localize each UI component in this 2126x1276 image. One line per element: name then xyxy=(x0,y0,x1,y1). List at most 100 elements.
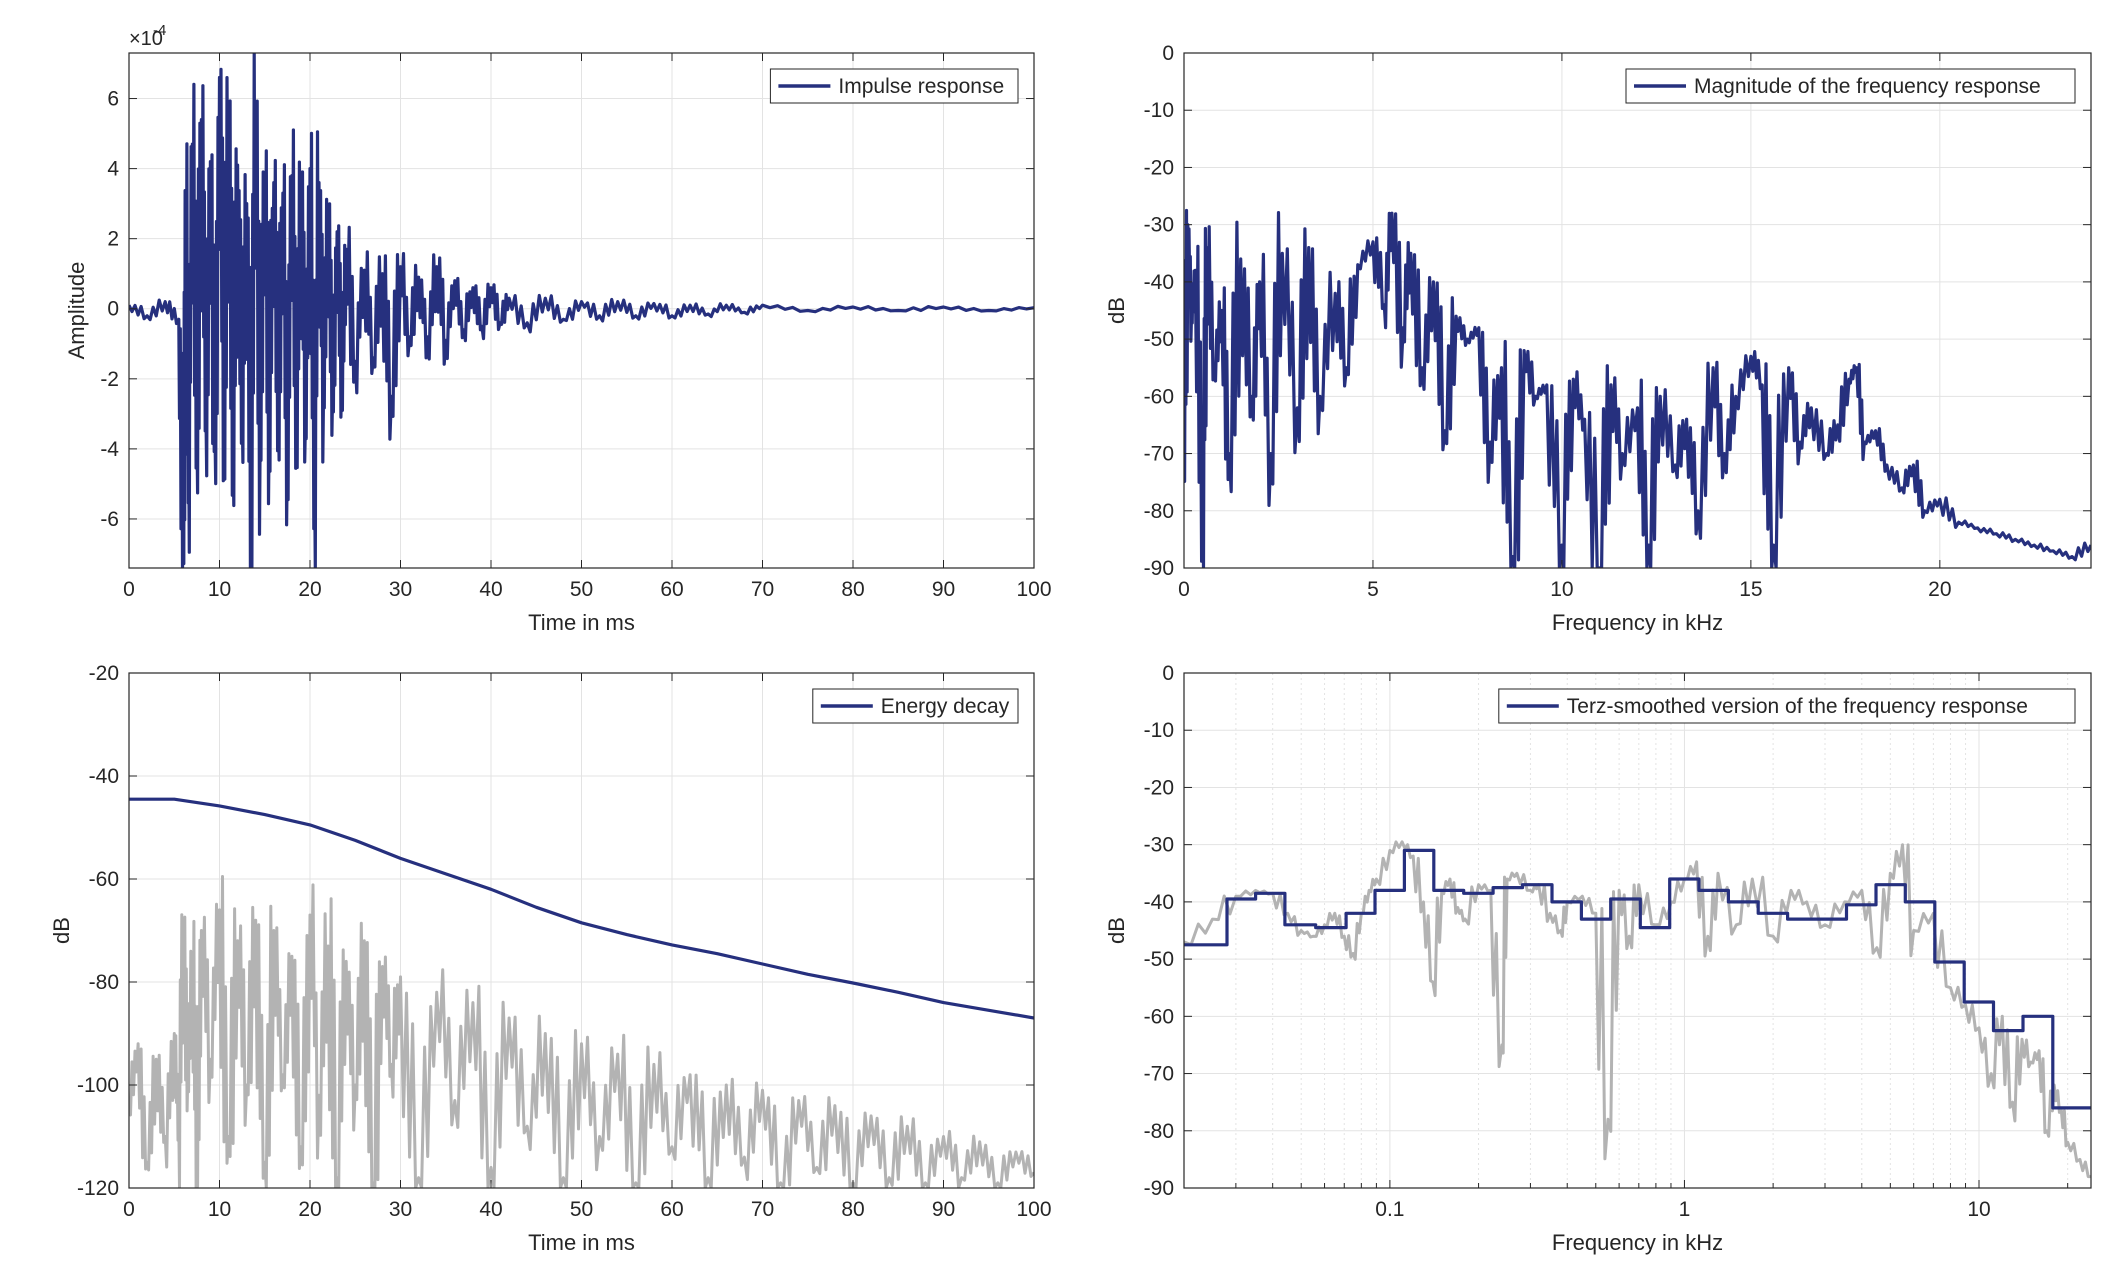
impulse-y-axis-label: Amplitude xyxy=(64,262,89,360)
impulse-x-tick-label: 60 xyxy=(660,578,683,601)
impulse-y-tick-label: 4 xyxy=(107,158,119,181)
impulse-exponent-power: -4 xyxy=(153,22,166,39)
impulse-x-tick-label: 90 xyxy=(932,578,955,601)
impulse-y-tick-label: 0 xyxy=(107,298,119,321)
impulse-y-tick-label: 2 xyxy=(107,228,119,251)
terz-y-axis-label: dB xyxy=(1104,917,1129,944)
terz-y-tick-label: -70 xyxy=(1144,1063,1174,1086)
terz-y-tick-label: 0 xyxy=(1162,662,1174,685)
magnitude-legend-label: Magnitude of the frequency response xyxy=(1694,75,2041,98)
terz-plot-area xyxy=(1184,673,2091,1188)
magnitude-y-tick-label: 0 xyxy=(1162,42,1174,65)
energy-x-tick-label: 40 xyxy=(479,1198,502,1221)
magnitude-y-tick-label: -20 xyxy=(1144,156,1174,179)
energy-series-1-line xyxy=(129,797,1034,1020)
magnitude-y-tick-label: -80 xyxy=(1144,500,1174,523)
magnitude-y-axis-label: dB xyxy=(1104,297,1129,324)
impulse-ticks: 0 10 20 30 40 50 60 70 80 90 100 -6 -4 -2 0 2 4 6 xyxy=(100,53,1052,601)
impulse-y-tick-label: -4 xyxy=(100,438,119,461)
energy-decay-panel: 0 10 20 30 40 50 60 70 80 90 100 -20 -40 -60 -80 -100 -1… xyxy=(49,662,1052,1255)
magnitude-series xyxy=(1184,208,2091,568)
impulse-x-tick-label: 0 xyxy=(123,578,135,601)
magnitude-y-tick-label: -10 xyxy=(1144,99,1174,122)
impulse-x-tick-label: 30 xyxy=(389,578,412,601)
energy-x-axis-label: Time in ms xyxy=(528,1230,635,1255)
impulse-legend: Impulse response xyxy=(769,68,1019,104)
energy-y-tick-label: -100 xyxy=(77,1074,119,1097)
energy-series xyxy=(129,797,1034,1188)
magnitude-y-tick-label: -50 xyxy=(1144,328,1174,351)
terz-x-tick-label: 0.1 xyxy=(1375,1198,1404,1221)
magnitude-series-0-line xyxy=(1184,208,2091,568)
impulse-x-tick-label: 40 xyxy=(479,578,502,601)
energy-x-tick-label: 60 xyxy=(660,1198,683,1221)
terz-ticks: 0.1 1 10 0 -10 -20 -30 -40 -50 -60 -70 -80 -90 xyxy=(1144,662,2091,1221)
magnitude-y-tick-label: -70 xyxy=(1144,443,1174,466)
magnitude-y-tick-label: -40 xyxy=(1144,271,1174,294)
magnitude-legend-box xyxy=(1625,68,2076,104)
impulse-response-panel: 0 10 20 30 40 50 60 70 80 90 100 -6 -4 -2 0 2 4 6 Time in… xyxy=(64,22,1052,635)
magnitude-legend: Magnitude of the frequency response xyxy=(1625,68,2076,104)
energy-y-tick-label: -40 xyxy=(89,765,119,788)
terz-y-tick-label: -80 xyxy=(1144,1120,1174,1143)
impulse-x-tick-label: 20 xyxy=(298,578,321,601)
impulse-y-tick-label: 6 xyxy=(107,88,119,111)
terz-axes-frame xyxy=(1183,672,2092,1189)
impulse-x-tick-label: 10 xyxy=(208,578,231,601)
energy-x-tick-label: 70 xyxy=(751,1198,774,1221)
magnitude-x-tick-label: 20 xyxy=(1928,578,1951,601)
impulse-series-0-line xyxy=(129,53,1034,568)
magnitude-x-tick-label: 10 xyxy=(1550,578,1573,601)
magnitude-y-tick-label: -90 xyxy=(1144,557,1174,580)
magnitude-x-axis-label: Frequency in kHz xyxy=(1552,610,1723,635)
energy-x-tick-label: 50 xyxy=(570,1198,593,1221)
energy-x-tick-label: 80 xyxy=(841,1198,864,1221)
magnitude-ticks: 0 5 10 15 20 0 -10 -20 -30 -40 -50 -60 -70 -80 -90 xyxy=(1144,42,2091,601)
energy-series-0-line xyxy=(129,875,1034,1188)
terz-x-tick-label: 10 xyxy=(1967,1198,1990,1221)
terz-y-tick-label: -50 xyxy=(1144,948,1174,971)
energy-y-tick-label: -120 xyxy=(77,1177,119,1200)
magnitude-x-tick-label: 0 xyxy=(1178,578,1190,601)
impulse-x-tick-label: 50 xyxy=(570,578,593,601)
energy-y-tick-label: -60 xyxy=(89,868,119,891)
terz-y-tick-label: -20 xyxy=(1144,776,1174,799)
impulse-x-tick-label: 100 xyxy=(1016,578,1051,601)
terz-frame xyxy=(1183,672,2092,1189)
energy-grid xyxy=(128,672,1035,1189)
terz-y-tick-label: -90 xyxy=(1144,1177,1174,1200)
terz-y-tick-label: -10 xyxy=(1144,719,1174,742)
impulse-y-tick-label: -6 xyxy=(100,508,119,531)
energy-y-tick-label: -80 xyxy=(89,971,119,994)
terz-grid xyxy=(1183,672,2091,1189)
energy-legend: Energy decay xyxy=(812,688,1019,724)
terz-y-tick-label: -40 xyxy=(1144,891,1174,914)
terz-smoothed-panel: 0.1 1 10 0 -10 -20 -30 -40 -50 -60 -70 -80 -90 Frequ… xyxy=(1104,662,2092,1255)
terz-x-axis-label: Frequency in kHz xyxy=(1552,1230,1723,1255)
energy-ticks: 0 10 20 30 40 50 60 70 80 90 100 -20 -40 -60 -80 -100 -1… xyxy=(77,662,1052,1221)
energy-legend-label: Energy decay xyxy=(881,695,1010,718)
terz-series xyxy=(1184,840,2091,1179)
terz-legend-box xyxy=(1498,688,2076,724)
impulse-series xyxy=(129,53,1034,568)
impulse-exponent-base: ×10 xyxy=(129,28,163,50)
terz-y-tick-label: -60 xyxy=(1144,1005,1174,1028)
impulse-x-axis-label: Time in ms xyxy=(528,610,635,635)
energy-y-tick-label: -20 xyxy=(89,662,119,685)
terz-series-1-line xyxy=(1184,848,2091,1110)
magnitude-y-tick-label: -30 xyxy=(1144,214,1174,237)
magnitude-axes-frame xyxy=(1183,52,2092,569)
impulse-x-tick-label: 70 xyxy=(751,578,774,601)
terz-legend-label: Terz-smoothed version of the frequency r… xyxy=(1567,695,2028,718)
magnitude-panel: 0 5 10 15 20 0 -10 -20 -30 -40 -50 -60 -70 -80 -90 Fre… xyxy=(1104,42,2092,635)
energy-x-tick-label: 0 xyxy=(123,1198,135,1221)
magnitude-x-tick-label: 5 xyxy=(1367,578,1379,601)
energy-x-tick-label: 90 xyxy=(932,1198,955,1221)
magnitude-x-tick-label: 15 xyxy=(1739,578,1762,601)
impulse-legend-label: Impulse response xyxy=(838,75,1004,98)
terz-y-tick-label: -30 xyxy=(1144,834,1174,857)
magnitude-frame xyxy=(1183,52,2092,569)
impulse-y-exponent: ×10 -4 xyxy=(129,22,166,50)
magnitude-grid xyxy=(1183,52,2091,569)
